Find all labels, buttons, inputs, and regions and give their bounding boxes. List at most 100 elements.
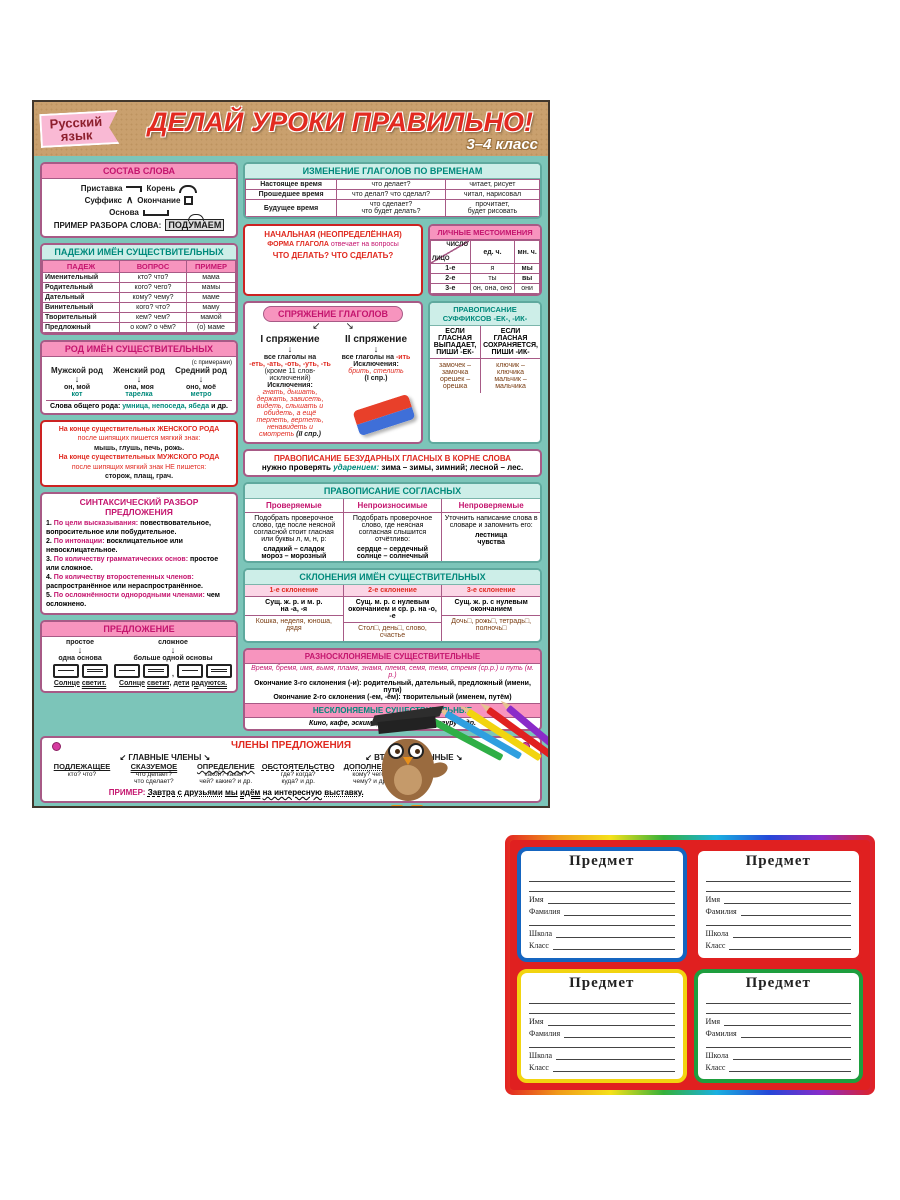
conjugation-second: II спряжение ↓ все глаголы на -ить Исклю…: [341, 334, 411, 382]
surname-field: Фамилия: [529, 1026, 675, 1038]
section-soft-sign: На конце существительных ЖЕНСКОГО РОДА п…: [40, 420, 238, 487]
gender-note: (с примерами): [191, 360, 232, 366]
consonants-unpronounced-column: Непроизносимые Подобрать проверочное сло…: [343, 499, 443, 561]
blank-line: [705, 916, 851, 926]
cases-table: ПАДЕЖ ВОПРОС ПРИМЕР Именительный кто? что…: [42, 260, 236, 333]
subject-label-blue: Предмет Имя Фамилия Школа Класс: [517, 847, 687, 962]
sentence-simple: простое ↓ одна основа Солнце светит.: [52, 638, 108, 687]
soft-sign-line: после шипящих пишется мягкий знак:: [77, 435, 201, 443]
table-row: 1-е я мы: [430, 263, 540, 274]
blank-line: [705, 882, 851, 892]
syntax-title: СИНТАКСИЧЕСКИЙ РАЗБОР ПРЕДЛОЖЕНИЯ: [79, 496, 199, 517]
surname-field: Фамилия: [706, 904, 851, 916]
base-symbol-icon: [142, 209, 169, 216]
heteroclite-words: Время, бремя, имя, вымя, пламя, знамя, п…: [251, 665, 534, 679]
blank-line: [529, 872, 675, 882]
prefix-symbol-icon: [126, 185, 143, 192]
morpheme-suffix-label: Суффикс: [84, 196, 122, 205]
table-row: Предложный о ком? о чём? (о) маме: [42, 322, 236, 333]
member-subject: ПОДЛЕЖАЩЕЕ кто? что?: [53, 762, 111, 778]
label-title: Предмет: [745, 974, 811, 991]
subject-label-green: Предмет Имя Фамилия Школа Класс: [693, 968, 863, 1083]
suffix-symbol-icon: ∧: [125, 195, 134, 206]
declension-2-column: 2-е склонение Сущ. м. р. с нулевым оконч…: [343, 585, 443, 641]
labels-grid: Предмет Имя Фамилия Школа Класс Предмет …: [510, 840, 870, 1090]
school-field: Школа: [706, 926, 851, 938]
morpheme-ending-label: Окончание: [137, 196, 181, 205]
school-field: Школа: [529, 1048, 675, 1060]
section-consonant-spelling: ПРАВОПИСАНИЕ СОГЛАСНЫХ Проверяемые Подоб…: [243, 482, 542, 563]
owl-illustration: [364, 705, 454, 806]
poster-title: ДЕЛАЙ УРОКИ ПРАВИЛЬНО!: [148, 107, 533, 137]
morpheme-prefix-label: Приставка: [80, 184, 123, 193]
member-adverbial: ОБСТОЯТЕЛЬСТВО где? когда? куда? и др.: [261, 762, 335, 785]
cases-col-header: ПАДЕЖ: [42, 260, 121, 273]
syntax-item: 3. По количеству грамматических основ: п…: [46, 556, 219, 573]
blank-line: [529, 994, 675, 1004]
ending-symbol-icon: [184, 196, 194, 205]
morpheme-base-label: Основа: [109, 208, 139, 217]
grade-field: Класс: [529, 938, 675, 950]
subject-badge: Русский язык: [39, 110, 119, 148]
label-title: Предмет: [745, 853, 811, 869]
declensions-title: СКЛОНЕНИЯ ИМЁН СУЩЕСТВИТЕЛЬНЫХ: [245, 570, 540, 585]
table-row: 3-е он, она, оно они: [430, 283, 540, 294]
subject-box-icon: [114, 663, 141, 678]
table-row: Родительный кого? чего? мамы: [42, 282, 236, 293]
school-field: Школа: [529, 926, 675, 938]
soft-sign-line: На конце существительных ЖЕНСКОГО РОДА: [58, 426, 220, 433]
subject-box-icon: [177, 663, 203, 678]
infinitive-line: ЧТО ДЕЛАТЬ? ЧТО СДЕЛАТЬ?: [272, 250, 394, 260]
syntax-item: 5. По осложнённости однородными членами:…: [46, 592, 220, 609]
soft-sign-line: сторож, плащ, грач.: [104, 473, 174, 481]
suffix-spelling-title: ПРАВОПИСАНИЕ СУФФИКСОВ -ЕК-, -ИК-: [430, 303, 540, 326]
root-arc-icon: [188, 214, 205, 221]
blank-line: [529, 1038, 675, 1048]
poster-body: СОСТАВ СЛОВА Приставка Корень Суффикс ∧ О…: [34, 156, 548, 806]
surname-field: Фамилия: [529, 904, 675, 916]
sentence-complex: сложное ↓ больше одной основы , Солнце с…: [114, 639, 232, 687]
pin-icon: [52, 742, 61, 751]
soft-sign-line: после шипящих мягкий знак НЕ пишется:: [71, 463, 207, 471]
suffix-ek-column: ЕСЛИ ГЛАСНАЯ ВЫПАДАЕТ, ПИШИ -ЕК- замочек…: [430, 326, 482, 393]
morpheme-root-label: Корень: [146, 184, 176, 193]
blank-line: [529, 882, 675, 892]
subject-label-yellow: Предмет Имя Фамилия Школа Класс: [517, 968, 687, 1083]
grade-field: Класс: [706, 938, 851, 950]
label-title: Предмет: [569, 853, 635, 869]
root-symbol-icon: [179, 184, 198, 193]
declension-3-column: 3-е склонение Сущ. ж. р. с нулевым оконч…: [442, 585, 540, 641]
pronouns-title: ЛИЧНЫЕ МЕСТОИМЕНИЯ: [430, 226, 540, 240]
member-predicate: СКАЗУЕМОЕ что делает? что сделает?: [130, 762, 178, 785]
gender-col-neuter: Средний род ↓ оно, моё метро: [175, 366, 227, 398]
pronouns-corner-cell: ЧИСЛО ЛИЦО: [431, 241, 469, 263]
subject-label-red: Предмет Имя Фамилия Школа Класс: [693, 847, 863, 962]
heteroclite-rule: Окончание 2-го склонения (-ем, -ём): тво…: [273, 694, 512, 701]
cases-title: ПАДЕЖИ ИМЁН СУЩЕСТВИТЕЛЬНЫХ: [42, 245, 236, 260]
syntax-item: 4. По количеству второстепенных членов: …: [46, 574, 203, 591]
members-example: ПРИМЕР: Завтра с друзьями мы идём на инт…: [108, 788, 364, 797]
table-row: Дательный кому? чему? маме: [42, 292, 236, 303]
cases-col-header: ПРИМЕР: [185, 260, 236, 273]
surname-field: Фамилия: [706, 1026, 851, 1038]
consonants-checked-column: Проверяемые Подобрать проверочное слово,…: [245, 499, 344, 561]
section-verb-tenses: ИЗМЕНЕНИЕ ГЛАГОЛОВ ПО ВРЕМЕНАМ Настоящее…: [243, 162, 542, 219]
infinitive-line: НАЧАЛЬНАЯ (НЕОПРЕДЕЛЁННАЯ): [264, 230, 402, 239]
section-infinitive: НАЧАЛЬНАЯ (НЕОПРЕДЕЛЁННАЯ) ФОРМА ГЛАГОЛА…: [243, 224, 423, 296]
consonant-spelling-title: ПРАВОПИСАНИЕ СОГЛАСНЫХ: [245, 484, 540, 499]
section-declensions: СКЛОНЕНИЯ ИМЁН СУЩЕСТВИТЕЛЬНЫХ 1-е склон…: [243, 568, 542, 643]
conjugation-title: СПРЯЖЕНИЕ ГЛАГОЛОВ: [263, 306, 403, 322]
blank-line: [705, 1038, 851, 1048]
main-members-label: ↙ ГЛАВНЫЕ ЧЛЕНЫ ↘: [119, 753, 211, 762]
section-syntax-parse: СИНТАКСИЧЕСКИЙ РАЗБОР ПРЕДЛОЖЕНИЯ 1. По …: [40, 491, 238, 615]
education-poster: Русский язык ДЕЛАЙ УРОКИ ПРАВИЛЬНО! 3–4 …: [32, 100, 550, 808]
blank-line: [705, 1004, 851, 1014]
sentence-title: ПРЕДЛОЖЕНИЕ: [42, 621, 236, 637]
school-field: Школа: [706, 1048, 851, 1060]
table-row: Прошедшее время что делал? что сделал? чит…: [245, 189, 540, 200]
name-field: Имя: [706, 892, 851, 904]
grade-field: Класс: [706, 1060, 851, 1072]
heteroclite-title: РАЗНОСКЛОНЯЕМЫЕ СУЩЕСТВИТЕЛЬНЫЕ: [245, 650, 540, 664]
table-row: 2-е ты вы: [430, 273, 540, 284]
infinitive-line: ФОРМА ГЛАГОЛА отвечает на вопросы: [267, 241, 399, 249]
